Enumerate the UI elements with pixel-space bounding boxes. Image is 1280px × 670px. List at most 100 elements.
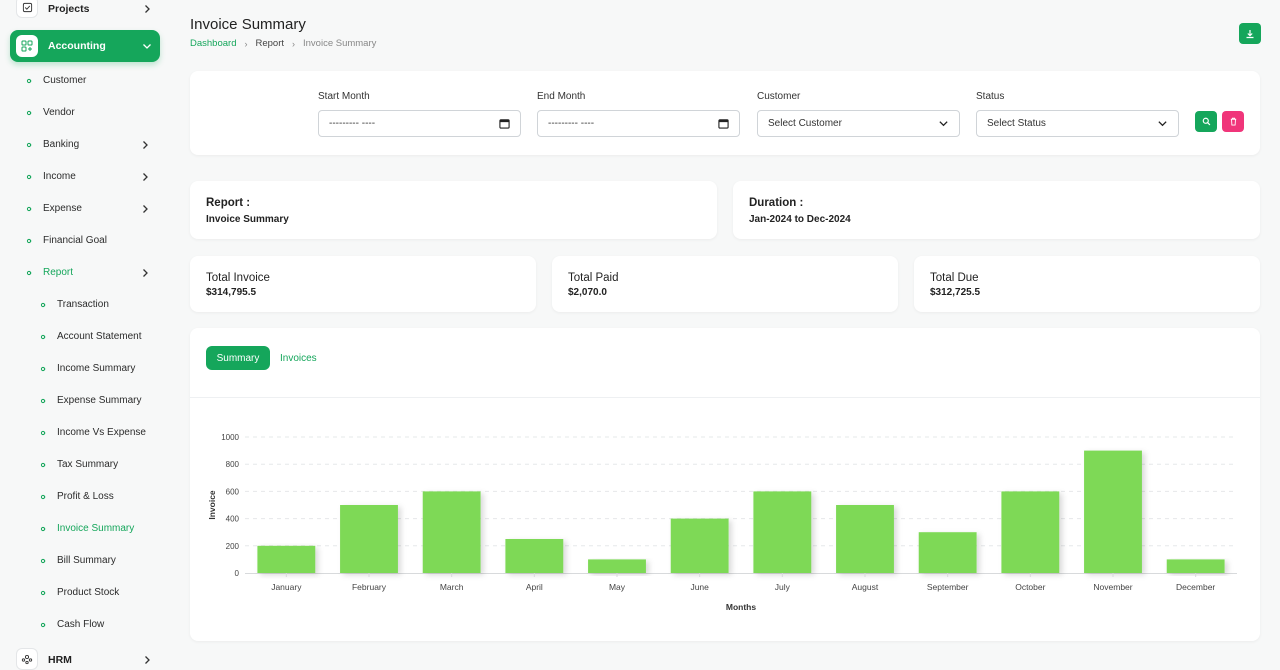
duration-card: Duration : Jan-2024 to Dec-2024	[733, 181, 1260, 239]
sidebar-item-label: Report	[43, 267, 74, 278]
bullet-icon	[40, 622, 46, 628]
bullet-icon	[26, 270, 32, 276]
sidebar-item-label: Banking	[43, 139, 80, 150]
sidebar-item-label: Accounting	[48, 40, 106, 52]
x-tick-label: April	[526, 582, 543, 592]
sidebar-item-label: Tax Summary	[57, 459, 119, 470]
status-select-value: Select Status	[987, 118, 1046, 129]
bar-december[interactable]	[1166, 559, 1225, 573]
sidebar-item-expense[interactable]: Expense	[0, 201, 160, 217]
sidebar-item-label: Account Statement	[57, 331, 142, 342]
sidebar-item-label: Vendor	[43, 107, 75, 118]
grid-plus-icon	[16, 35, 38, 57]
sidebar-item-hrm[interactable]: HRM	[10, 648, 160, 670]
tab-summary[interactable]: Summary	[206, 346, 270, 370]
sidebar-item-label: HRM	[48, 654, 72, 666]
bar-june[interactable]	[670, 518, 729, 573]
reset-button[interactable]	[1222, 111, 1244, 132]
y-tick-label: 200	[226, 542, 240, 551]
chevron-right-icon	[143, 269, 148, 277]
x-axis-title: Months	[726, 602, 756, 612]
bar-may[interactable]	[588, 559, 646, 573]
users-icon	[16, 648, 38, 670]
bar-october[interactable]	[1001, 491, 1060, 573]
breadcrumb-current: Invoice Summary	[303, 38, 377, 49]
sidebar-item-label: Income Summary	[57, 363, 136, 374]
bullet-icon	[40, 334, 46, 340]
bar-august[interactable]	[836, 505, 894, 573]
sidebar-item-label: Cash Flow	[57, 619, 105, 630]
start-month-input[interactable]: --------- ----	[318, 110, 521, 137]
sidebar-item-bill-summary[interactable]: Bill Summary	[0, 553, 160, 569]
bar-january[interactable]	[257, 545, 316, 573]
bullet-icon	[26, 142, 32, 148]
sidebar-item-report[interactable]: Report	[0, 265, 160, 281]
sidebar-item-vendor[interactable]: Vendor	[0, 105, 160, 121]
chart-card: Summary Invoices 0 200 400 600 800 1000 Januar…	[190, 328, 1260, 641]
sidebar-item-label: Projects	[48, 3, 90, 15]
x-tick-label: January	[271, 582, 302, 592]
sidebar-item-label: Expense Summary	[57, 395, 142, 406]
bullet-icon	[26, 78, 32, 84]
bullet-icon	[26, 174, 32, 180]
chevron-right-icon	[143, 173, 148, 181]
start-month-label: Start Month	[318, 91, 370, 102]
end-month-value: --------- ----	[548, 118, 595, 129]
sidebar-item-financial-goal[interactable]: Financial Goal	[0, 233, 160, 249]
customer-select[interactable]: Select Customer	[757, 110, 960, 137]
sidebar-item-invoice-summary[interactable]: Invoice Summary	[0, 521, 160, 537]
download-button[interactable]	[1239, 23, 1261, 44]
bullet-icon	[26, 206, 32, 212]
y-axis-title: Invoice	[207, 490, 217, 520]
x-tick-label: July	[775, 582, 791, 592]
sidebar-item-expense-summary[interactable]: Expense Summary	[0, 393, 160, 409]
bar-april[interactable]	[505, 539, 564, 573]
search-button[interactable]	[1195, 111, 1217, 132]
total-due-value: $312,725.5	[930, 287, 981, 298]
end-month-label: End Month	[537, 91, 586, 102]
sidebar-item-income-vs-expense[interactable]: Income Vs Expense	[0, 425, 160, 441]
sidebar-item-product-stock[interactable]: Product Stock	[0, 585, 160, 601]
total-paid-label: Total Paid	[568, 272, 619, 284]
breadcrumb-dashboard-link[interactable]: Dashboard	[190, 38, 237, 49]
bar-november[interactable]	[1084, 450, 1142, 573]
sidebar: Projects Accounting Customer Vendor Bankin…	[0, 0, 170, 670]
bar-july[interactable]	[753, 491, 812, 573]
sidebar-item-transaction[interactable]: Transaction	[0, 297, 160, 313]
sidebar-item-cash-flow[interactable]: Cash Flow	[0, 617, 160, 633]
sidebar-item-label: Expense	[43, 203, 82, 214]
total-due-card: Total Due $312,725.5	[914, 256, 1260, 312]
bullet-icon	[40, 590, 46, 596]
breadcrumb-report[interactable]: Report	[255, 38, 284, 49]
tab-invoices[interactable]: Invoices	[280, 352, 317, 364]
chevron-right-icon: ›	[244, 38, 248, 49]
customer-select-value: Select Customer	[768, 118, 842, 129]
sidebar-item-banking[interactable]: Banking	[0, 137, 160, 153]
bar-february[interactable]	[340, 505, 398, 573]
sidebar-item-tax-summary[interactable]: Tax Summary	[0, 457, 160, 473]
sidebar-item-income[interactable]: Income	[0, 169, 160, 185]
filter-card: Start Month --------- ---- End Month ---…	[190, 71, 1260, 155]
sidebar-item-label: Transaction	[57, 299, 109, 310]
sidebar-item-customer[interactable]: Customer	[0, 73, 160, 89]
sidebar-item-profit-loss[interactable]: Profit & Loss	[0, 489, 160, 505]
sidebar-item-account-statement[interactable]: Account Statement	[0, 329, 160, 345]
sidebar-item-label: Profit & Loss	[57, 491, 114, 502]
x-tick-label: February	[352, 582, 387, 592]
sidebar-item-accounting[interactable]: Accounting	[10, 30, 160, 62]
chevron-right-icon	[143, 205, 148, 213]
chevron-right-icon	[145, 5, 150, 13]
x-tick-label: March	[440, 582, 464, 592]
total-invoice-value: $314,795.5	[206, 287, 257, 298]
chevron-down-icon	[939, 121, 948, 127]
sidebar-item-projects[interactable]: Projects	[10, 0, 160, 18]
report-title: Report :	[206, 197, 251, 209]
end-month-input[interactable]: --------- ----	[537, 110, 740, 137]
customer-label: Customer	[757, 91, 801, 102]
status-select[interactable]: Select Status	[976, 110, 1179, 137]
bar-march[interactable]	[422, 491, 481, 573]
sidebar-item-income-summary[interactable]: Income Summary	[0, 361, 160, 377]
search-icon	[1202, 117, 1210, 126]
breadcrumb: Dashboard › Report › Invoice Summary	[190, 38, 376, 49]
bar-september[interactable]	[918, 532, 977, 573]
